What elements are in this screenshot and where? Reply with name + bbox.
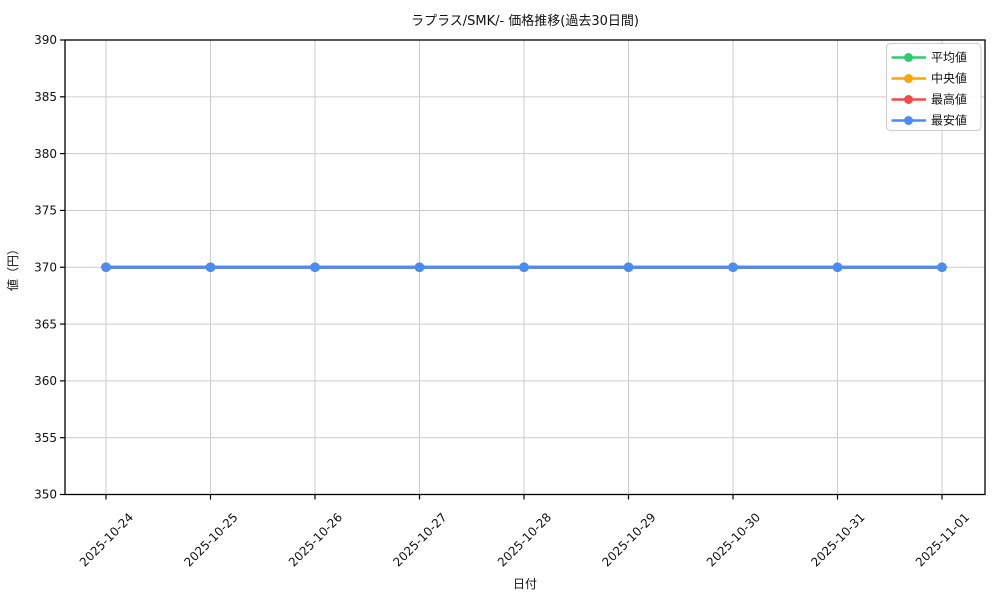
legend-marker — [904, 116, 913, 125]
legend-label: 最高値 — [931, 92, 967, 107]
legend-label: 平均値 — [931, 50, 967, 65]
y-tick-label: 390 — [34, 33, 57, 47]
legend-entry-3: 最高値 — [891, 92, 967, 107]
data-point-marker — [310, 262, 320, 273]
y-tick-label: 385 — [34, 90, 57, 104]
y-tick-label: 365 — [34, 317, 57, 331]
x-tick-label: 2025-10-26 — [286, 510, 345, 569]
x-tick-label: 2025-10-29 — [599, 510, 658, 569]
legend-label: 中央値 — [931, 71, 967, 86]
data-point-marker — [414, 262, 425, 273]
x-tick-label: 2025-11-01 — [913, 510, 972, 569]
y-tick-label: 375 — [34, 204, 57, 218]
data-point-marker — [937, 262, 947, 273]
y-tick-label: 380 — [34, 147, 57, 161]
data-point-marker — [832, 262, 843, 273]
x-tick-label: 2025-10-24 — [77, 510, 136, 569]
x-tick-label: 2025-10-25 — [181, 510, 240, 569]
legend-label: 最安値 — [931, 113, 967, 128]
legend-marker — [904, 74, 913, 83]
legend-marker — [904, 95, 913, 104]
series-4 — [101, 262, 947, 273]
legend-marker — [904, 53, 913, 62]
y-tick-label: 370 — [34, 260, 57, 274]
data-point-marker — [519, 262, 529, 273]
y-tick-label: 360 — [34, 374, 57, 388]
x-axis-label: 日付 — [513, 577, 537, 591]
data-point-marker — [728, 262, 738, 273]
y-tick-label: 350 — [34, 488, 57, 502]
tick-labels: 350 355 360 365 370 375 380 385 390 2025-10-24 202… — [34, 33, 972, 569]
legend-entry-1: 平均値 — [891, 50, 967, 65]
data-series — [101, 262, 947, 273]
y-axis-label: 値（円） — [5, 243, 20, 291]
y-tick-label: 355 — [34, 431, 57, 445]
legend-entry-2: 中央値 — [891, 71, 967, 86]
legend-frame — [886, 43, 982, 131]
data-point-marker — [623, 262, 634, 273]
x-tick-label: 2025-10-30 — [704, 510, 763, 569]
data-point-marker — [205, 262, 216, 273]
x-tick-label: 2025-10-31 — [808, 510, 867, 569]
x-tick-label: 2025-10-27 — [390, 510, 449, 569]
x-tick-label: 2025-10-28 — [495, 510, 554, 569]
axis-ticks — [60, 39, 943, 500]
data-point-marker — [101, 262, 111, 273]
chart-title: ラプラス/SMK/- 価格推移(過去30日間) — [411, 13, 639, 29]
legend-entry-4: 最安値 — [891, 113, 967, 128]
